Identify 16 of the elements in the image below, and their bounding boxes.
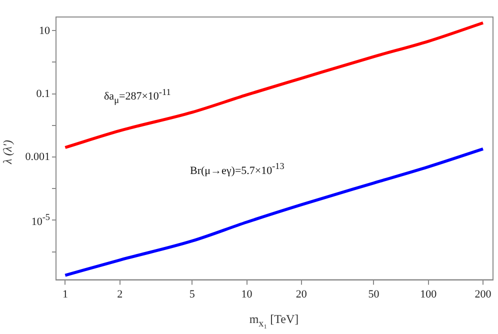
y-tick-label: 0.1 xyxy=(36,88,50,100)
y-tick-label: 10 xyxy=(39,24,50,37)
x-tick-label: 2 xyxy=(117,288,123,300)
x-tick-label: 50 xyxy=(368,288,380,300)
annotation: Br(μ→eγ)=5.7×10$^{-13}$ xyxy=(190,161,284,177)
x-tick-label: 5 xyxy=(189,288,196,300)
x-tick-label: 100 xyxy=(420,288,438,300)
x-tick-label: 10 xyxy=(241,288,253,300)
annotation: δa$_{μ}$=287×10$^{-11}$ xyxy=(104,87,171,105)
x-axis-title: m$_{x₁}$ [TeV] xyxy=(249,312,299,330)
x-tick-label: 1 xyxy=(62,288,68,300)
x-tick-label: 20 xyxy=(296,288,308,300)
y-tick-label: 0.001 xyxy=(25,151,50,163)
y-tick-label: 10$^{-5}$ xyxy=(31,212,50,228)
x-tick-label: 200 xyxy=(474,288,492,300)
y-axis-title: λ (λ') xyxy=(0,140,16,164)
